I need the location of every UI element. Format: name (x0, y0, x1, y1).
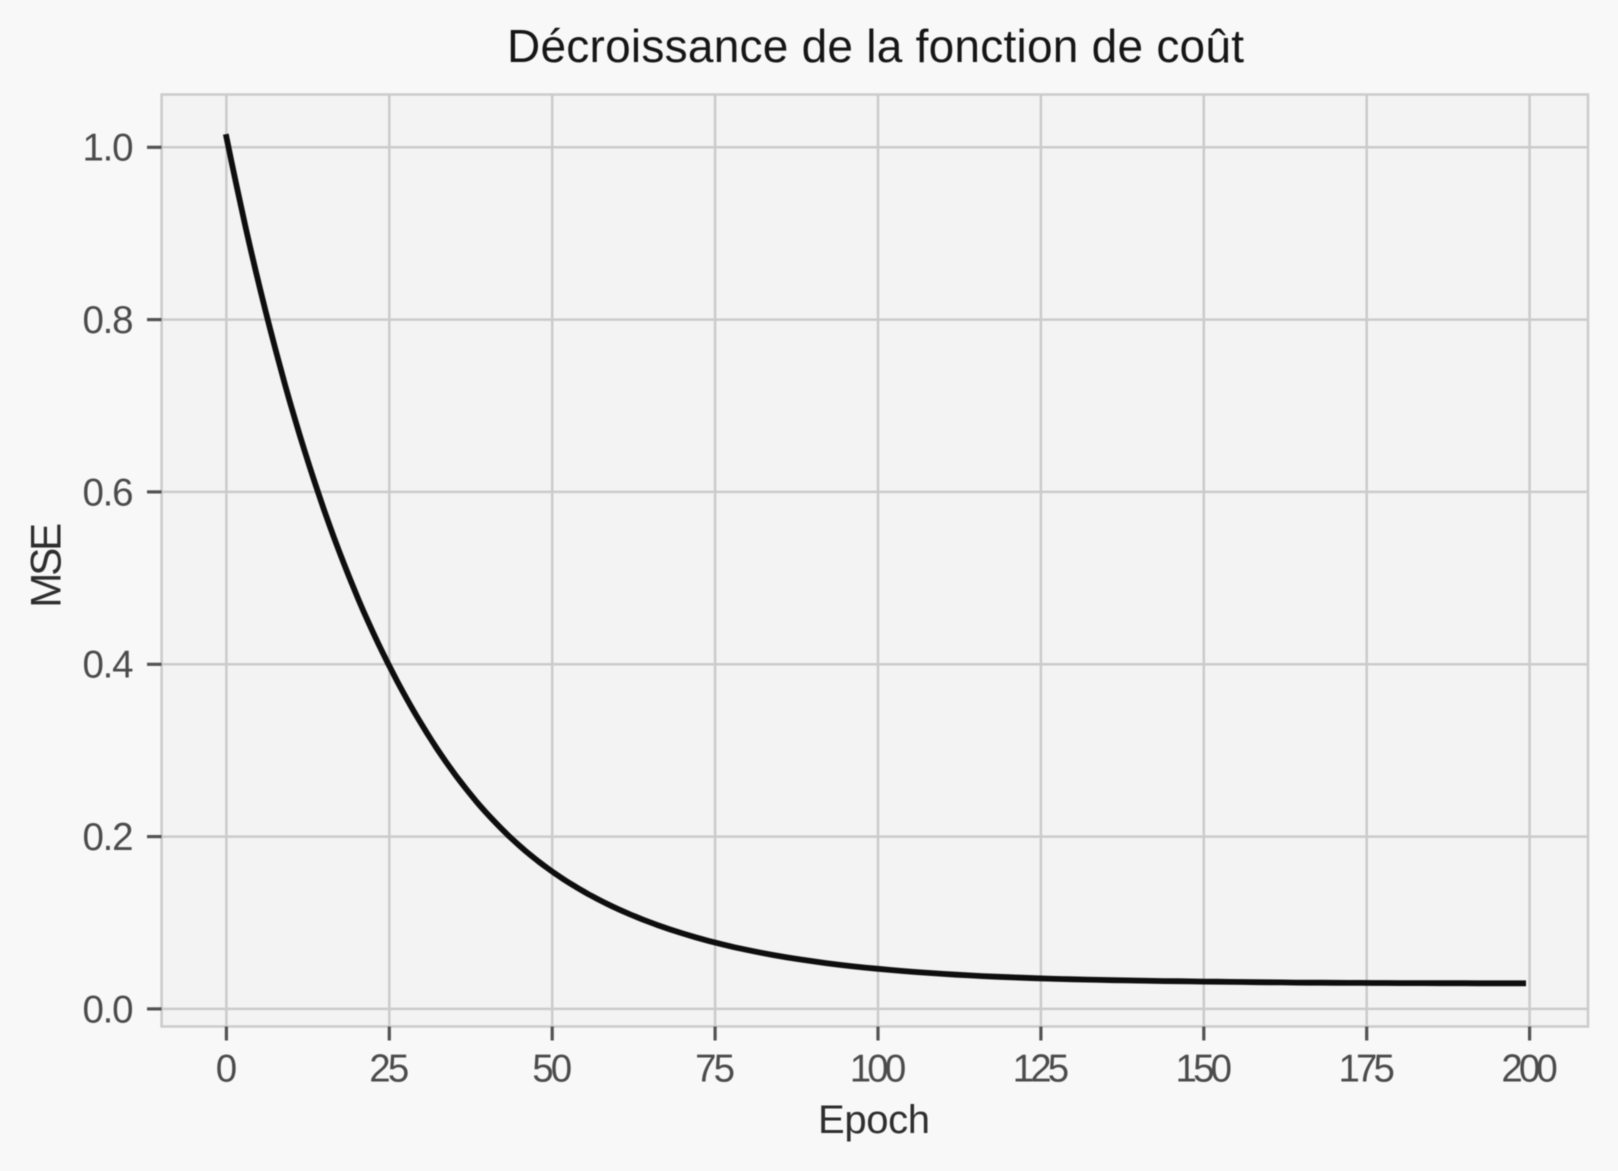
svg-text:Epoch: Epoch (818, 1098, 930, 1142)
svg-text:25: 25 (369, 1048, 409, 1091)
svg-text:200: 200 (1501, 1048, 1558, 1091)
svg-text:0.4: 0.4 (83, 644, 134, 687)
svg-text:125: 125 (1013, 1048, 1070, 1091)
svg-text:0.0: 0.0 (83, 988, 134, 1031)
svg-text:0.2: 0.2 (83, 816, 134, 859)
svg-text:MSE: MSE (23, 523, 70, 608)
svg-text:0: 0 (216, 1048, 237, 1091)
svg-text:150: 150 (1176, 1048, 1233, 1091)
svg-text:175: 175 (1338, 1048, 1395, 1091)
svg-text:Décroissance de la fonction de: Décroissance de la fonction de coût (507, 20, 1244, 72)
svg-text:1.0: 1.0 (83, 127, 134, 170)
svg-text:0.8: 0.8 (83, 299, 134, 342)
svg-text:75: 75 (695, 1048, 735, 1091)
svg-text:0.6: 0.6 (83, 471, 134, 514)
svg-text:50: 50 (532, 1048, 572, 1091)
svg-text:100: 100 (850, 1048, 907, 1091)
